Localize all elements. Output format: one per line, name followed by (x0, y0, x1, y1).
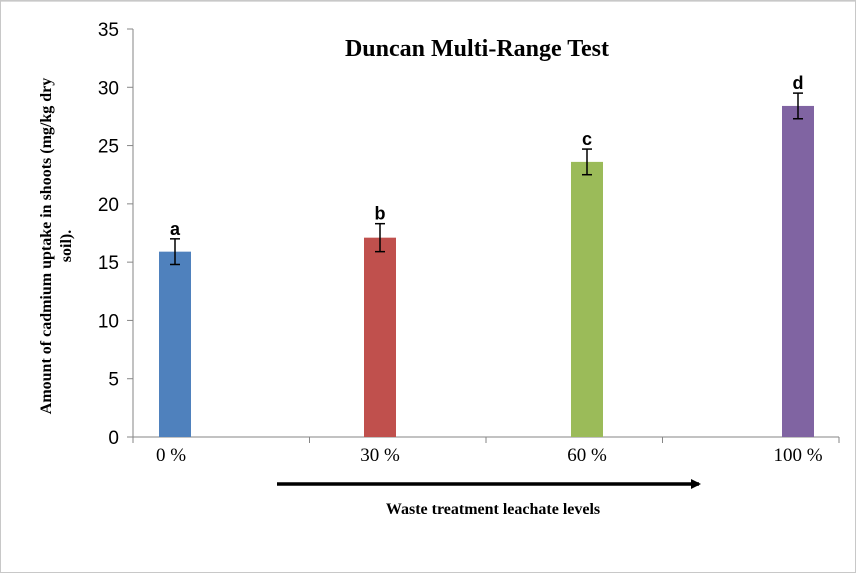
x-category-label: 0 % (156, 445, 186, 466)
y-tick-label: 35 (98, 20, 119, 41)
y-tick-label: 5 (108, 370, 119, 391)
bar (571, 161, 603, 438)
y-tick-label: 25 (98, 137, 119, 158)
y-tick-label: 20 (98, 195, 119, 216)
x-category-label: 60 % (567, 445, 607, 466)
y-tick-label: 0 (108, 428, 119, 449)
y-tick-label: 15 (98, 253, 119, 274)
bars (159, 92, 814, 438)
significance-letter: d (793, 73, 804, 93)
significance-letter: a (170, 219, 181, 239)
y-axis-title-line-1: Amount of cadmium uptake in shoots (mg/k… (38, 78, 55, 414)
y-axis-title: Amount of cadmium uptake in shoots (mg/k… (38, 78, 75, 414)
x-axis-title: Waste treatment leachate levels (386, 501, 600, 518)
y-tick-label: 10 (98, 311, 119, 332)
labels: a 0 % b 30 % c 60 % d 100 % (156, 73, 823, 466)
significance-letter: c (582, 129, 592, 149)
x-category-label: 30 % (360, 445, 400, 466)
axes: 0 5 10 15 20 25 30 35 (98, 20, 840, 449)
y-axis-title-line-2: soil). (58, 230, 75, 262)
significance-letter: b (375, 204, 386, 224)
x-category-label: 100 % (773, 445, 822, 466)
bar (159, 251, 191, 437)
bar (782, 105, 814, 438)
bar (364, 237, 396, 437)
y-tick-label: 30 (98, 78, 119, 99)
chart-title: Duncan Multi-Range Test (345, 36, 609, 62)
